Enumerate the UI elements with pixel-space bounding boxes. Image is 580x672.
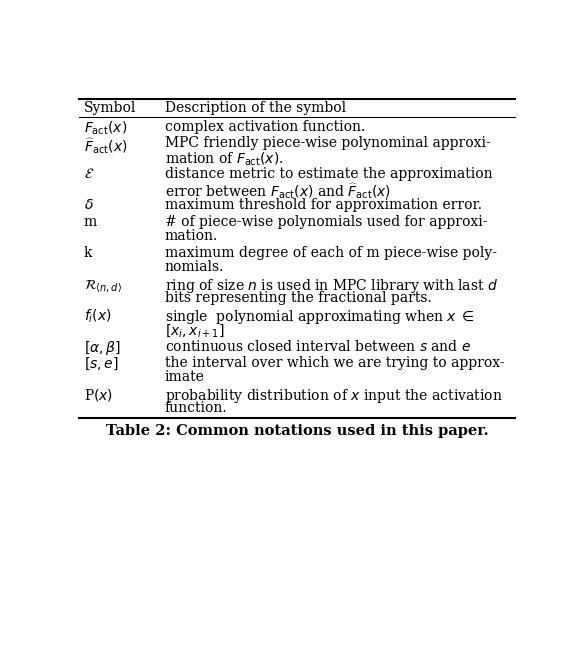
Text: # of piece-wise polynomials used for approxi-: # of piece-wise polynomials used for app…	[165, 215, 487, 229]
Text: nomials.: nomials.	[165, 261, 224, 274]
Text: single  polynomial approximating when $x\;\in$: single polynomial approximating when $x\…	[165, 308, 474, 326]
Text: ring of size $n$ is used in MPC library with last $d$: ring of size $n$ is used in MPC library …	[165, 277, 498, 295]
Text: $[s, e]$: $[s, e]$	[84, 355, 118, 372]
Text: complex activation function.: complex activation function.	[165, 120, 365, 134]
Text: mation of $F_{\mathrm{act}}(x)$.: mation of $F_{\mathrm{act}}(x)$.	[165, 151, 283, 168]
Text: continuous closed interval between $s$ and $e$: continuous closed interval between $s$ a…	[165, 339, 471, 354]
Text: Description of the symbol: Description of the symbol	[165, 101, 346, 115]
Text: $[x_i, x_{i+1}]$: $[x_i, x_{i+1}]$	[165, 323, 224, 339]
Text: maximum threshold for approximation error.: maximum threshold for approximation erro…	[165, 198, 481, 212]
Text: $\widehat{F}_{\mathrm{act}}(x)$: $\widehat{F}_{\mathrm{act}}(x)$	[84, 136, 127, 156]
Text: error between $F_{\mathrm{act}}(x)$ and $\widehat{F}_{\mathrm{act}}(x)$: error between $F_{\mathrm{act}}(x)$ and …	[165, 182, 391, 202]
Text: $[\alpha, \beta]$: $[\alpha, \beta]$	[84, 339, 121, 357]
Text: k: k	[84, 246, 92, 260]
Text: $\delta$: $\delta$	[84, 198, 93, 212]
Text: the interval over which we are trying to approx-: the interval over which we are trying to…	[165, 355, 504, 370]
Text: distance metric to estimate the approximation: distance metric to estimate the approxim…	[165, 167, 492, 181]
Text: Symbol: Symbol	[84, 101, 136, 115]
Text: maximum degree of each of m piece-wise poly-: maximum degree of each of m piece-wise p…	[165, 246, 496, 260]
Text: Table 2: Common notations used in this paper.: Table 2: Common notations used in this p…	[106, 424, 488, 438]
Text: m: m	[84, 215, 97, 229]
Text: MPC friendly piece-wise polynominal approxi-: MPC friendly piece-wise polynominal appr…	[165, 136, 491, 151]
Text: P$(x)$: P$(x)$	[84, 386, 113, 403]
Text: $\mathcal{R}_{\langle n,d\rangle}$: $\mathcal{R}_{\langle n,d\rangle}$	[84, 277, 122, 294]
Text: $F_{\mathrm{act}}(x)$: $F_{\mathrm{act}}(x)$	[84, 120, 127, 137]
Text: $\mathcal{E}$: $\mathcal{E}$	[84, 167, 94, 181]
Text: probability distribution of $x$ input the activation: probability distribution of $x$ input th…	[165, 386, 502, 405]
Text: function.: function.	[165, 401, 227, 415]
Text: mation.: mation.	[165, 229, 218, 243]
Text: $f_i(x)$: $f_i(x)$	[84, 308, 111, 325]
Text: imate: imate	[165, 370, 205, 384]
Text: bits representing the fractional parts.: bits representing the fractional parts.	[165, 292, 432, 306]
